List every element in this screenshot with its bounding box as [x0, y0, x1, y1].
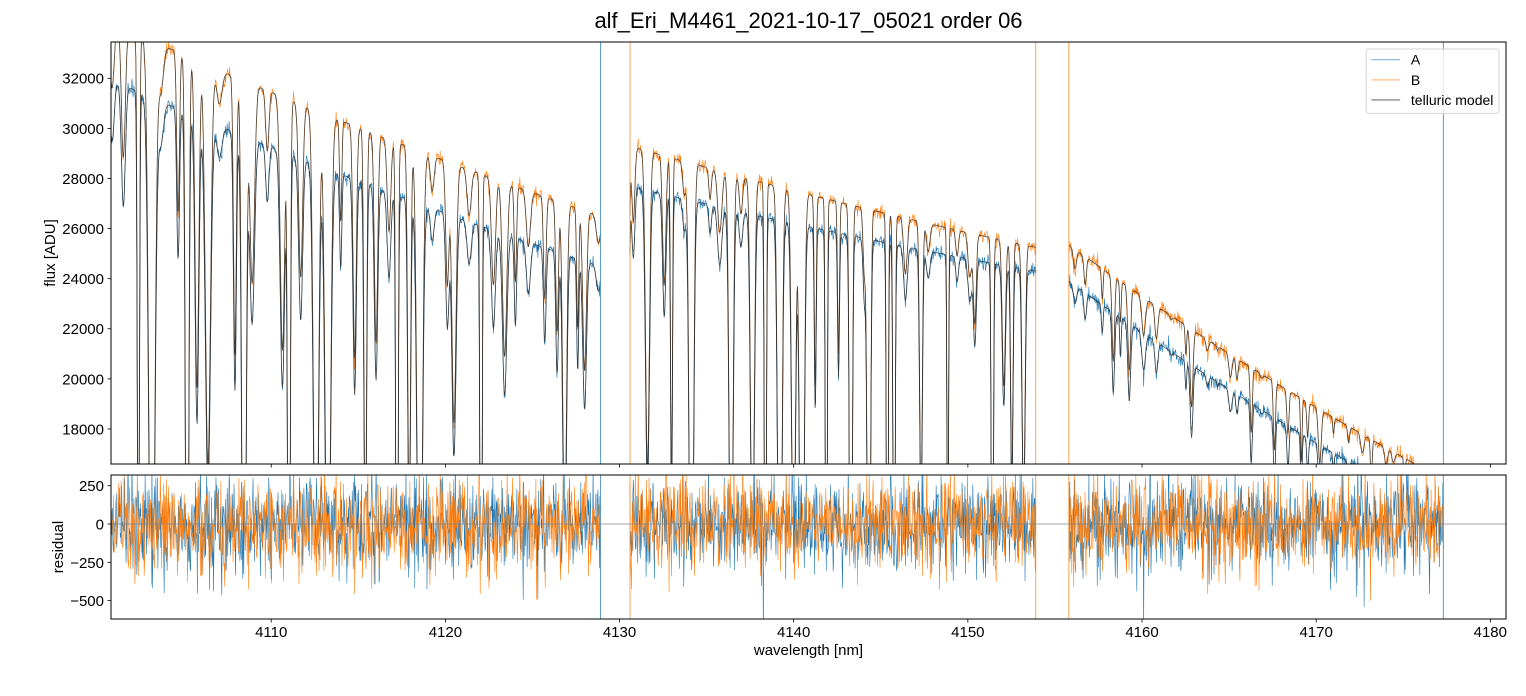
- svg-text:4110: 4110: [255, 624, 287, 641]
- svg-text:18000: 18000: [62, 421, 104, 438]
- svg-text:0: 0: [96, 516, 104, 533]
- svg-text:telluric model: telluric model: [1411, 92, 1493, 108]
- svg-text:B: B: [1411, 72, 1420, 88]
- svg-text:A: A: [1411, 52, 1421, 68]
- svg-text:26000: 26000: [62, 221, 104, 238]
- svg-text:30000: 30000: [62, 121, 104, 138]
- svg-text:4140: 4140: [777, 624, 810, 641]
- svg-text:residual: residual: [50, 521, 67, 574]
- svg-text:4120: 4120: [429, 624, 462, 641]
- svg-text:4150: 4150: [951, 624, 984, 641]
- svg-text:28000: 28000: [62, 171, 104, 188]
- svg-text:alf_Eri_M4461_2021-10-17_05021: alf_Eri_M4461_2021-10-17_05021 order 06: [594, 8, 1022, 33]
- svg-text:4170: 4170: [1299, 624, 1332, 641]
- svg-text:24000: 24000: [62, 271, 104, 288]
- svg-text:4180: 4180: [1474, 624, 1507, 641]
- svg-text:wavelength [nm]: wavelength [nm]: [753, 642, 863, 659]
- svg-text:22000: 22000: [62, 321, 104, 338]
- svg-text:4130: 4130: [603, 624, 636, 641]
- svg-text:flux [ADU]: flux [ADU]: [42, 219, 59, 287]
- svg-text:32000: 32000: [62, 71, 104, 88]
- svg-text:250: 250: [79, 478, 104, 495]
- svg-text:−250: −250: [70, 555, 104, 572]
- svg-text:−500: −500: [70, 593, 104, 610]
- svg-text:4160: 4160: [1125, 624, 1158, 641]
- svg-text:20000: 20000: [62, 371, 104, 388]
